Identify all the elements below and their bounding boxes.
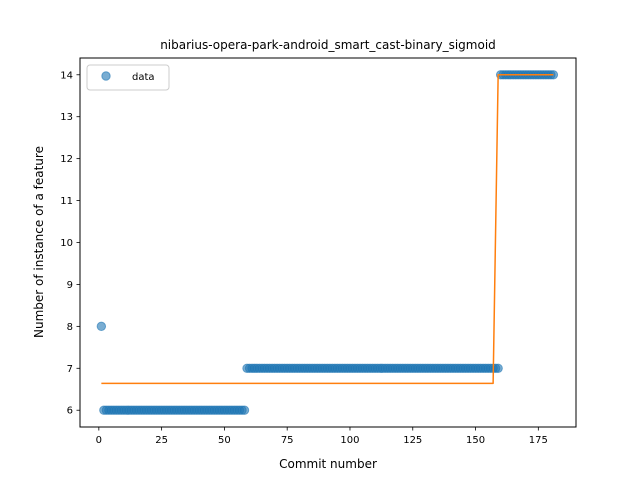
x-tick-label: 150 [466, 435, 485, 446]
y-tick-label: 13 [60, 112, 73, 123]
x-axis-label: Commit number [279, 457, 377, 471]
x-axis: 0 25 50 75 100 125 150 175 [96, 427, 548, 446]
x-tick-label: 175 [529, 435, 548, 446]
legend-box [86, 64, 170, 91]
y-tick-label: 6 [67, 406, 73, 417]
y-tick-label: 8 [67, 322, 73, 333]
x-tick-label: 75 [281, 435, 294, 446]
chart-title: nibarius-opera-park-android_smart_cast-b… [160, 38, 496, 52]
legend-label-data: data [132, 72, 155, 83]
x-tick-label: 125 [403, 435, 422, 446]
data-point [493, 363, 503, 373]
fit-line [101, 74, 554, 385]
y-tick-label: 12 [60, 154, 73, 165]
x-tick-label: 25 [155, 435, 168, 446]
x-tick-label: 100 [340, 435, 359, 446]
y-tick-label: 7 [67, 364, 73, 375]
x-tick-label: 50 [218, 435, 231, 446]
y-axis-label: Number of instance of a feature [32, 146, 46, 338]
legend-marker [101, 71, 111, 81]
legend: data [86, 64, 170, 91]
data-point [96, 321, 107, 332]
plot-area [96, 70, 559, 415]
y-tick-label: 11 [60, 196, 73, 207]
data-point [239, 405, 250, 415]
y-tick-label: 14 [60, 70, 73, 81]
x-tick-label: 0 [96, 435, 102, 446]
y-axis: 6 7 8 9 10 11 12 13 14 [60, 70, 80, 417]
y-tick-label: 10 [60, 238, 73, 249]
y-tick-label: 9 [67, 280, 73, 291]
